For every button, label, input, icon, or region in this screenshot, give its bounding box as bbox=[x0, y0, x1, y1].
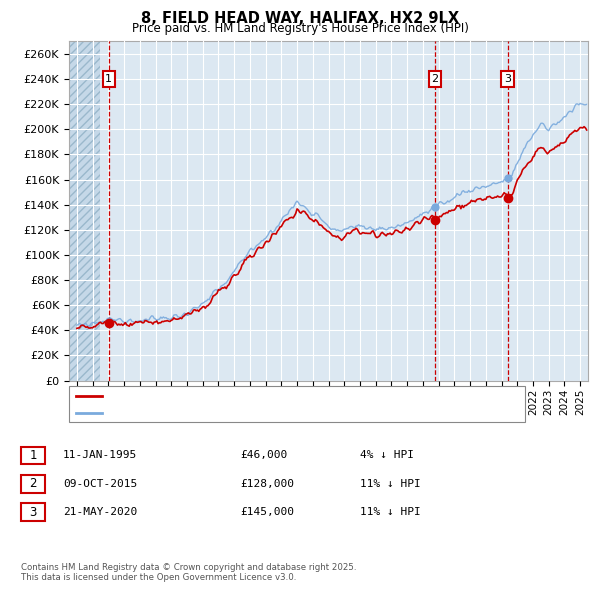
Text: 2: 2 bbox=[29, 477, 37, 490]
Text: Contains HM Land Registry data © Crown copyright and database right 2025.
This d: Contains HM Land Registry data © Crown c… bbox=[21, 563, 356, 582]
Text: HPI: Average price, semi-detached house, Calderdale: HPI: Average price, semi-detached house,… bbox=[108, 408, 386, 418]
Text: £128,000: £128,000 bbox=[240, 479, 294, 489]
Text: 4% ↓ HPI: 4% ↓ HPI bbox=[360, 451, 414, 460]
Text: 1: 1 bbox=[105, 74, 112, 84]
Text: 3: 3 bbox=[29, 506, 37, 519]
Bar bbox=[69, 41, 100, 381]
Text: 2: 2 bbox=[431, 74, 439, 84]
Text: 11% ↓ HPI: 11% ↓ HPI bbox=[360, 479, 421, 489]
Text: 11% ↓ HPI: 11% ↓ HPI bbox=[360, 507, 421, 517]
Text: 09-OCT-2015: 09-OCT-2015 bbox=[63, 479, 137, 489]
Text: 21-MAY-2020: 21-MAY-2020 bbox=[63, 507, 137, 517]
Text: 1: 1 bbox=[29, 449, 37, 462]
Text: 8, FIELD HEAD WAY, HALIFAX, HX2 9LX (semi-detached house): 8, FIELD HEAD WAY, HALIFAX, HX2 9LX (sem… bbox=[108, 391, 433, 401]
Text: 11-JAN-1995: 11-JAN-1995 bbox=[63, 451, 137, 460]
Text: 3: 3 bbox=[504, 74, 511, 84]
Text: £145,000: £145,000 bbox=[240, 507, 294, 517]
Text: £46,000: £46,000 bbox=[240, 451, 287, 460]
Text: Price paid vs. HM Land Registry's House Price Index (HPI): Price paid vs. HM Land Registry's House … bbox=[131, 22, 469, 35]
Text: 8, FIELD HEAD WAY, HALIFAX, HX2 9LX: 8, FIELD HEAD WAY, HALIFAX, HX2 9LX bbox=[141, 11, 459, 25]
